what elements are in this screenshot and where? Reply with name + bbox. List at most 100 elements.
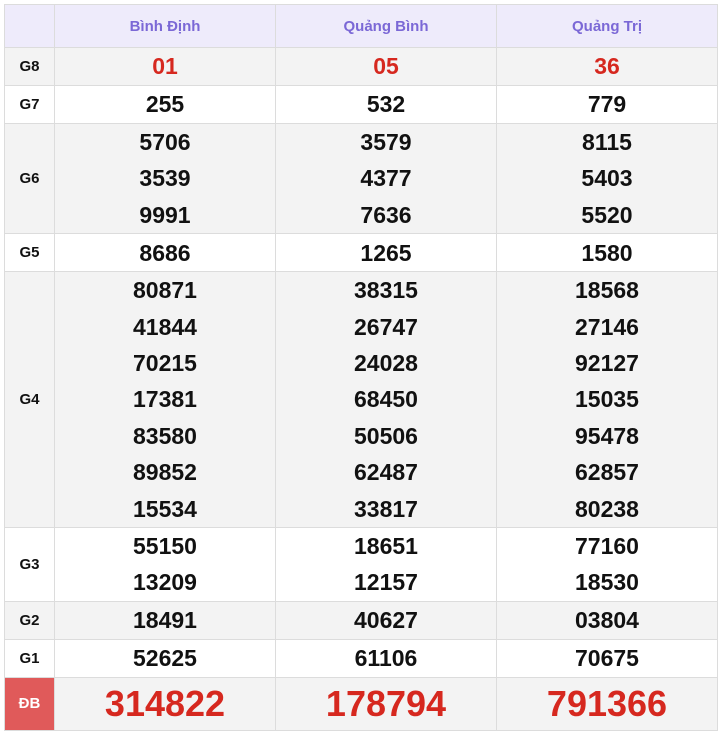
prize-number: 89852 <box>133 459 197 486</box>
prize-number: 80238 <box>575 495 639 522</box>
prize-number: 15035 <box>575 386 639 413</box>
prize-number: 779 <box>587 91 627 118</box>
prize-number: 5520 <box>581 201 633 228</box>
prize-number: 27146 <box>575 313 639 340</box>
prize-cell: 77160 18530 <box>496 527 718 602</box>
prize-number: 314822 <box>104 682 226 724</box>
prize-number: 4377 <box>360 165 412 192</box>
prize-label: G4 <box>4 271 55 529</box>
prize-number: 55150 <box>133 533 197 560</box>
prize-label: G6 <box>4 122 55 235</box>
prize-cell: 18491 <box>54 600 276 640</box>
prize-cell: 791366 <box>496 676 718 731</box>
prize-cell: 1265 <box>275 233 497 273</box>
prize-number: 7636 <box>360 201 412 228</box>
prize-number: 62487 <box>354 459 418 486</box>
header-row: Bình Định Quảng Bình Quảng Trị <box>4 4 718 48</box>
prize-row-đb: ĐB 314822 178794 791366 <box>4 676 718 731</box>
prize-row-g8: G8 01 05 36 <box>4 47 718 86</box>
lottery-results-table: Bình Định Quảng Bình Quảng Trị G8 01 05 36 G… <box>4 4 718 731</box>
prize-row-g2: G2 18491 40627 03804 <box>4 600 718 640</box>
prize-label: G2 <box>4 600 55 640</box>
prize-number: 26747 <box>354 313 418 340</box>
prize-number: 05 <box>373 53 399 80</box>
province-header[interactable]: Bình Định <box>54 4 276 48</box>
prize-cell: 40627 <box>275 600 497 640</box>
prize-number: 8686 <box>139 239 191 266</box>
prize-number: 92127 <box>575 350 639 377</box>
prize-number: 03804 <box>575 607 639 634</box>
prize-number: 24028 <box>354 350 418 377</box>
prize-number: 83580 <box>133 422 197 449</box>
prize-cell: 55150 13209 <box>54 527 276 602</box>
prize-number: 41844 <box>133 313 197 340</box>
prize-number: 17381 <box>133 386 197 413</box>
prize-number: 3579 <box>360 129 412 155</box>
prize-cell: 80871 41844 70215 17381 83580 89852 15534 <box>54 271 276 529</box>
prize-number: 68450 <box>354 386 418 413</box>
prize-row-g1: G1 52625 61106 70675 <box>4 638 718 678</box>
province-header[interactable]: Quảng Bình <box>275 4 497 48</box>
prize-cell: 255 <box>54 85 276 124</box>
prize-row-g3: G3 55150 13209 18651 12157 77160 18530 <box>4 527 718 602</box>
prize-cell: 779 <box>496 85 718 124</box>
prize-number: 70675 <box>575 645 639 672</box>
prize-cell: 61106 <box>275 638 497 678</box>
prize-number: 791366 <box>546 682 668 724</box>
prize-number: 15534 <box>133 495 197 522</box>
prize-number: 70215 <box>133 350 197 377</box>
prize-row-g4: G4 80871 41844 70215 17381 83580 89852 15534 383… <box>4 271 718 529</box>
prize-number: 532 <box>366 91 406 118</box>
prize-cell: 5706 3539 9991 <box>54 122 276 235</box>
prize-cell: 03804 <box>496 600 718 640</box>
header-corner <box>4 4 55 48</box>
prize-cell: 52625 <box>54 638 276 678</box>
prize-number: 5403 <box>581 165 633 192</box>
prize-row-g7: G7 255 532 779 <box>4 85 718 124</box>
prize-number: 77160 <box>575 533 639 560</box>
prize-number: 1580 <box>581 239 633 266</box>
prize-cell: 3579 4377 7636 <box>275 122 497 235</box>
prize-row-g6: G6 5706 3539 9991 3579 4377 7636 8115 5403 5520 <box>4 122 718 235</box>
prize-cell: 1580 <box>496 233 718 273</box>
prize-number: 8115 <box>582 129 632 155</box>
prize-number: 255 <box>145 91 185 118</box>
prize-label: G7 <box>4 85 55 124</box>
prize-cell: 18651 12157 <box>275 527 497 602</box>
prize-cell: 70675 <box>496 638 718 678</box>
prize-number: 18568 <box>575 277 639 304</box>
prize-number: 95478 <box>575 422 639 449</box>
prize-label: G8 <box>4 47 55 86</box>
prize-number: 12157 <box>354 569 418 596</box>
prize-label: G5 <box>4 233 55 273</box>
prize-cell: 05 <box>275 47 497 86</box>
prize-cell: 8115 5403 5520 <box>496 122 718 235</box>
prize-number: 61106 <box>354 645 418 672</box>
prize-number: 36 <box>594 53 620 80</box>
prize-number: 178794 <box>325 682 447 724</box>
prize-row-g5: G5 8686 1265 1580 <box>4 233 718 273</box>
prize-number: 33817 <box>354 495 418 522</box>
prize-number: 3539 <box>139 165 191 192</box>
prize-cell: 36 <box>496 47 718 86</box>
prize-number: 18651 <box>354 533 418 560</box>
prize-cell: 01 <box>54 47 276 86</box>
prize-number: 50506 <box>354 422 418 449</box>
prize-number: 38315 <box>354 277 418 304</box>
prize-cell: 38315 26747 24028 68450 50506 62487 33817 <box>275 271 497 529</box>
prize-cell: 178794 <box>275 676 497 731</box>
prize-label: ĐB <box>4 676 55 731</box>
prize-cell: 314822 <box>54 676 276 731</box>
prize-number: 5706 <box>139 129 191 155</box>
prize-number: 52625 <box>133 645 197 672</box>
prize-number: 18491 <box>133 607 197 634</box>
prize-cell: 18568 27146 92127 15035 95478 62857 80238 <box>496 271 718 529</box>
prize-number: 18530 <box>575 569 639 596</box>
prize-cell: 8686 <box>54 233 276 273</box>
prize-number: 9991 <box>139 201 191 228</box>
province-header[interactable]: Quảng Trị <box>496 4 718 48</box>
prize-cell: 532 <box>275 85 497 124</box>
prize-number: 1265 <box>360 239 412 266</box>
prize-label: G3 <box>4 527 55 602</box>
prize-number: 40627 <box>354 607 418 634</box>
